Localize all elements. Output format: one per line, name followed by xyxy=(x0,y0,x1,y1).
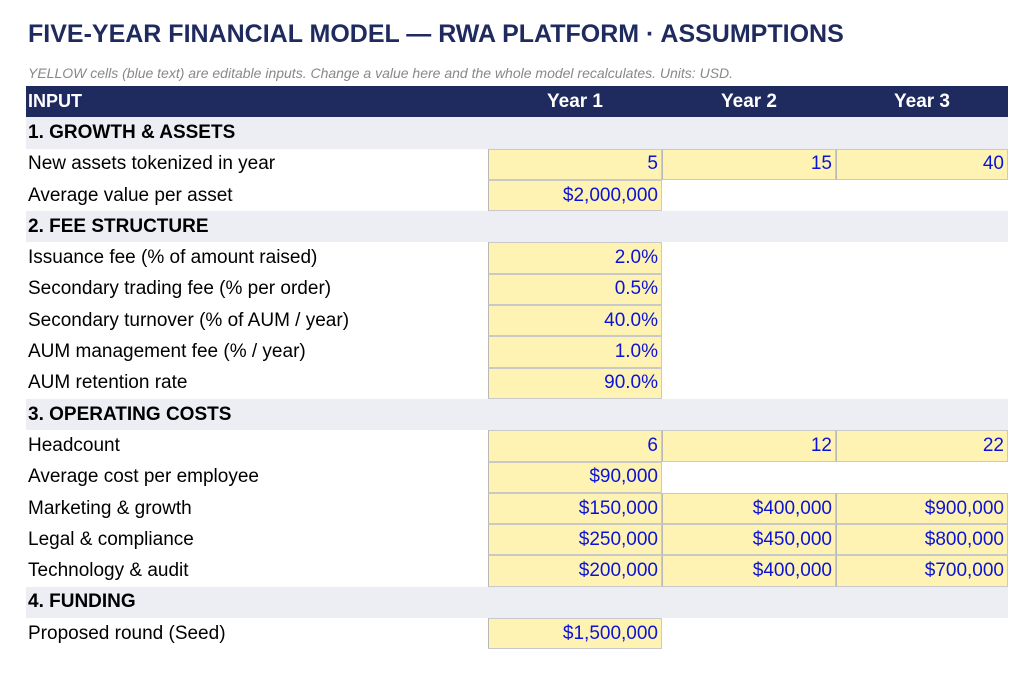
row-label: Marketing & growth xyxy=(28,497,192,519)
row-marketing: Marketing & growth $150,000 $400,000 $90… xyxy=(26,492,1008,525)
header-year1: Year 1 xyxy=(547,90,603,112)
section-label: 1. GROWTH & ASSETS xyxy=(28,121,236,143)
technology-year2-input[interactable]: $400,000 xyxy=(662,555,836,587)
cost-per-employee-year1-input[interactable]: $90,000 xyxy=(488,461,662,493)
headcount-year3-input[interactable]: 22 xyxy=(836,430,1008,462)
page-title: FIVE-YEAR FINANCIAL MODEL — RWA PLATFORM… xyxy=(28,20,844,48)
row-issuance-fee: Issuance fee (% of amount raised) 2.0% xyxy=(26,242,1008,274)
section-fees: 2. FEE STRUCTURE xyxy=(26,211,1008,243)
legal-year2-input[interactable]: $450,000 xyxy=(662,524,836,556)
legal-year3-input[interactable]: $800,000 xyxy=(836,524,1008,556)
headcount-year2-input[interactable]: 12 xyxy=(662,430,836,462)
technology-year3-input[interactable]: $700,000 xyxy=(836,555,1008,587)
row-label: Average cost per employee xyxy=(28,466,259,488)
row-retention: AUM retention rate 90.0% xyxy=(26,367,1008,399)
row-label: AUM retention rate xyxy=(28,372,188,394)
row-aum-fee: AUM management fee (% / year) 1.0% xyxy=(26,336,1008,368)
row-label: Secondary trading fee (% per order) xyxy=(28,278,332,300)
legal-year1-input[interactable]: $250,000 xyxy=(488,524,662,556)
row-label: Headcount xyxy=(28,434,120,456)
row-cost-per-employee: Average cost per employee $90,000 xyxy=(26,461,1008,493)
row-headcount: Headcount 6 12 22 xyxy=(26,430,1008,462)
technology-year1-input[interactable]: $200,000 xyxy=(488,555,662,587)
header-year3: Year 3 xyxy=(894,90,950,112)
issuance-fee-year1-input[interactable]: 2.0% xyxy=(488,242,662,274)
marketing-year3-input[interactable]: $900,000 xyxy=(836,492,1008,525)
aum-fee-year1-input[interactable]: 1.0% xyxy=(488,336,662,368)
avg-value-year1-input[interactable]: $2,000,000 xyxy=(488,179,662,212)
section-label: 3. OPERATING COSTS xyxy=(28,403,232,425)
turnover-year1-input[interactable]: 40.0% xyxy=(488,305,662,337)
row-label: Legal & compliance xyxy=(28,528,194,550)
marketing-year2-input[interactable]: $400,000 xyxy=(662,492,836,525)
row-label: Secondary turnover (% of AUM / year) xyxy=(28,309,350,331)
row-label: Average value per asset xyxy=(28,184,233,206)
new-assets-year2-input[interactable]: 15 xyxy=(662,148,836,180)
seed-round-year1-input[interactable]: $1,500,000 xyxy=(488,618,662,650)
page-subtitle: YELLOW cells (blue text) are editable in… xyxy=(28,65,734,81)
row-trading-fee: Secondary trading fee (% per order) 0.5% xyxy=(26,273,1008,306)
row-label: Issuance fee (% of amount raised) xyxy=(28,247,318,269)
section-label: 4. FUNDING xyxy=(28,591,136,613)
row-label: Proposed round (Seed) xyxy=(28,622,226,644)
header-row: INPUT Year 1 Year 2 Year 3 xyxy=(26,86,1008,118)
section-costs: 3. OPERATING COSTS xyxy=(26,398,1008,431)
headcount-year1-input[interactable]: 6 xyxy=(488,430,662,462)
trading-fee-year1-input[interactable]: 0.5% xyxy=(488,273,662,306)
row-legal: Legal & compliance $250,000 $450,000 $80… xyxy=(26,524,1008,556)
row-label: AUM management fee (% / year) xyxy=(28,341,306,363)
section-funding: 4. FUNDING xyxy=(26,586,1008,619)
row-new-assets: New assets tokenized in year 5 15 40 xyxy=(26,148,1008,180)
header-input: INPUT xyxy=(28,91,82,112)
row-seed-round: Proposed round (Seed) $1,500,000 xyxy=(26,618,1008,650)
row-avg-value: Average value per asset $2,000,000 xyxy=(26,179,1008,212)
new-assets-year1-input[interactable]: 5 xyxy=(488,148,662,180)
row-technology: Technology & audit $200,000 $400,000 $70… xyxy=(26,555,1008,587)
retention-year1-input[interactable]: 90.0% xyxy=(488,367,662,399)
assumptions-sheet: INPUT Year 1 Year 2 Year 3 1. GROWTH & A… xyxy=(26,86,1008,650)
section-growth: 1. GROWTH & ASSETS xyxy=(26,117,1008,149)
row-label: New assets tokenized in year xyxy=(28,153,276,175)
row-turnover: Secondary turnover (% of AUM / year) 40.… xyxy=(26,305,1008,337)
new-assets-year3-input[interactable]: 40 xyxy=(836,148,1008,180)
marketing-year1-input[interactable]: $150,000 xyxy=(488,492,662,525)
header-year2: Year 2 xyxy=(721,90,777,112)
section-label: 2. FEE STRUCTURE xyxy=(28,215,209,237)
row-label: Technology & audit xyxy=(28,560,189,582)
